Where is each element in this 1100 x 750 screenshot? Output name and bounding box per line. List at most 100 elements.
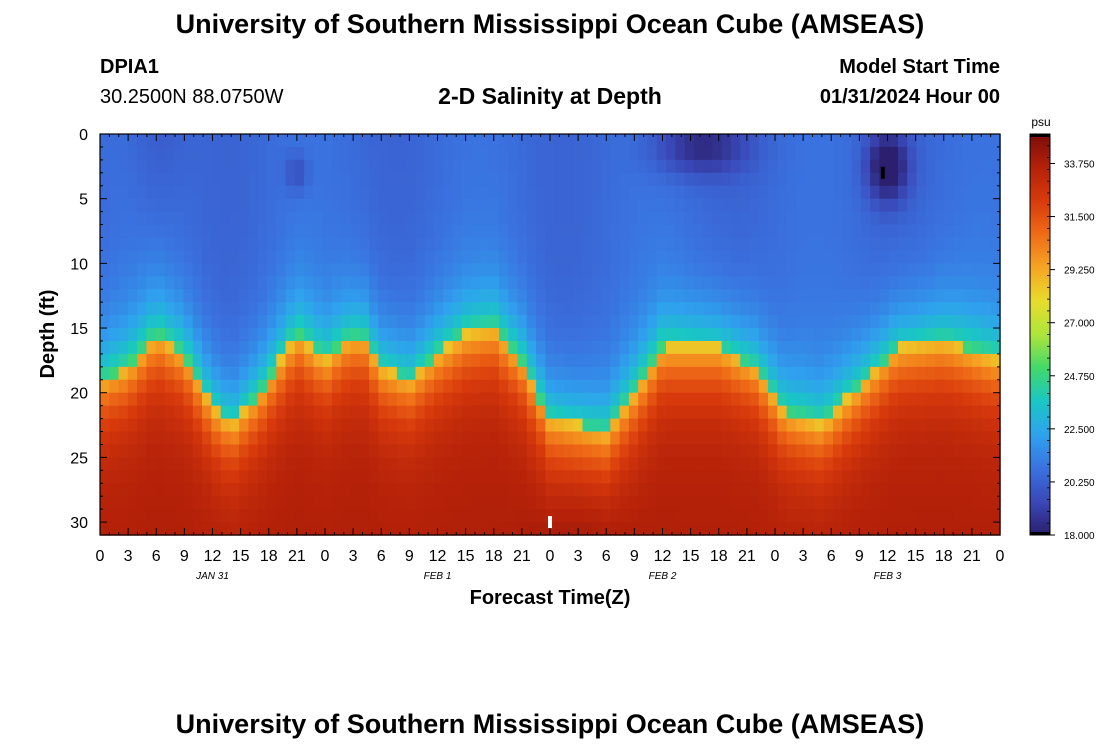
heatmap-cell: [536, 405, 547, 420]
heatmap-cell: [536, 302, 547, 316]
heatmap-cell: [981, 211, 992, 226]
heatmap-cell: [211, 392, 222, 407]
heatmap-cell: [758, 353, 769, 368]
heatmap-cell: [981, 250, 992, 265]
heatmap-cell: [870, 263, 881, 277]
heatmap-cell: [703, 444, 714, 459]
heatmap-cell: [851, 185, 862, 200]
heatmap-cell: [229, 353, 240, 368]
heatmap-cell: [100, 431, 110, 446]
heatmap-cell: [990, 302, 1001, 316]
heatmap-cell: [860, 134, 871, 148]
heatmap-cell: [137, 146, 148, 161]
heatmap-cell: [990, 159, 1001, 174]
heatmap-cell: [721, 159, 732, 174]
heatmap-cell: [424, 263, 435, 277]
heatmap-cell: [545, 392, 556, 407]
heatmap-cell: [888, 522, 899, 536]
heatmap-cell: [814, 418, 825, 433]
heatmap-cell: [127, 237, 138, 252]
heatmap-cell: [387, 328, 398, 342]
heatmap-cell: [832, 366, 843, 381]
heatmap-cell: [638, 340, 649, 355]
heatmap-cell: [498, 146, 509, 161]
heatmap-cell: [155, 224, 166, 239]
heatmap-cell: [610, 134, 621, 148]
heatmap-cell: [229, 418, 240, 433]
y-tick-label: 5: [79, 192, 88, 209]
heatmap-cell: [675, 392, 686, 407]
heatmap-cell: [925, 224, 936, 239]
heatmap-cell: [480, 315, 491, 329]
heatmap-cell: [164, 444, 175, 459]
heatmap-cell: [768, 431, 779, 446]
heatmap-cell: [526, 302, 537, 316]
heatmap-cell: [331, 134, 342, 148]
heatmap-cell: [127, 457, 138, 472]
heatmap-cell: [842, 366, 853, 381]
heatmap-cell: [795, 198, 806, 213]
heatmap-cell: [675, 328, 686, 342]
heatmap-cell: [127, 418, 138, 433]
heatmap-cell: [814, 431, 825, 446]
heatmap-cell: [313, 405, 324, 420]
heatmap-cell: [424, 379, 435, 394]
heatmap-cell: [601, 224, 612, 239]
heatmap-cell: [183, 509, 194, 523]
station-marker: [548, 516, 552, 529]
heatmap-cell: [202, 134, 213, 148]
heatmap-cell: [248, 340, 259, 355]
heatmap-cell: [786, 522, 797, 536]
heatmap-cell: [638, 302, 649, 316]
heatmap-cell: [471, 457, 482, 472]
heatmap-cell: [981, 198, 992, 213]
heatmap-cell: [350, 405, 361, 420]
heatmap-cell: [795, 366, 806, 381]
heatmap-cell: [434, 353, 444, 368]
heatmap-cell: [554, 405, 565, 420]
heatmap-cell: [693, 366, 704, 381]
heatmap-cell: [990, 289, 1001, 303]
heatmap-cell: [480, 496, 491, 510]
heatmap-cell: [313, 172, 324, 187]
heatmap-cell: [545, 159, 556, 174]
heatmap-cell: [461, 276, 472, 290]
heatmap-cell: [285, 444, 296, 459]
heatmap-cell: [879, 470, 890, 484]
heatmap-cell: [712, 328, 723, 342]
heatmap-cell: [768, 509, 779, 523]
heatmap-cell: [805, 483, 816, 497]
heatmap-cell: [563, 522, 574, 536]
heatmap-cell: [795, 431, 806, 446]
heatmap-cell: [823, 353, 834, 368]
heatmap-cell: [304, 496, 315, 510]
heatmap-cell: [573, 483, 584, 497]
heatmap-cell: [517, 366, 528, 381]
heatmap-cell: [406, 134, 417, 148]
heatmap-cell: [749, 470, 760, 484]
heatmap-cell: [424, 198, 435, 213]
heatmap-cell: [740, 379, 751, 394]
heatmap-cell: [897, 134, 908, 148]
heatmap-cell: [925, 328, 936, 342]
heatmap-cell: [935, 366, 946, 381]
heatmap-cell: [229, 211, 240, 226]
heatmap-cell: [628, 418, 639, 433]
heatmap-cell: [925, 405, 936, 420]
station-marker: [880, 166, 885, 179]
heatmap-cell: [573, 496, 584, 510]
heatmap-cell: [146, 237, 157, 252]
heatmap-cell: [267, 172, 277, 187]
heatmap-cell: [313, 302, 324, 316]
heatmap-cell: [127, 392, 138, 407]
heatmap-cell: [267, 224, 277, 239]
heatmap-cell: [526, 289, 537, 303]
heatmap-cell: [860, 224, 871, 239]
heatmap-cell: [387, 353, 398, 368]
heatmap-cell: [211, 224, 222, 239]
heatmap-cell: [498, 457, 509, 472]
x-tick-label: 18: [710, 548, 728, 565]
heatmap-cell: [554, 431, 565, 446]
heatmap-cell: [638, 211, 649, 226]
heatmap-cell: [498, 405, 509, 420]
